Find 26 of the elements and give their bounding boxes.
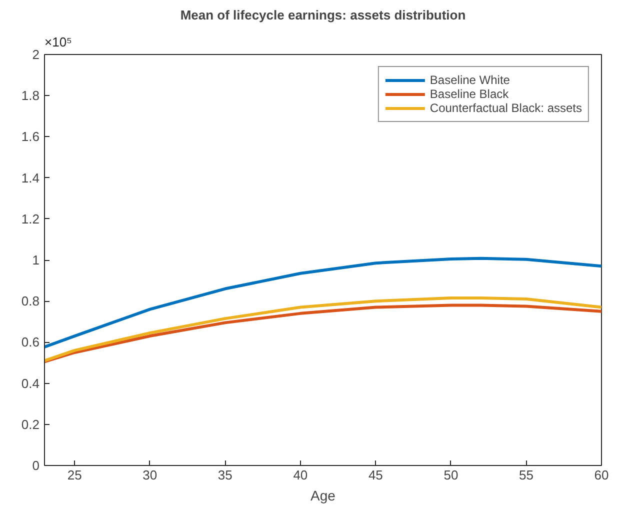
- legend-label: Baseline Black: [430, 87, 509, 101]
- line-series: [44, 256, 602, 348]
- x-tick-label: 55: [519, 468, 534, 482]
- y-tick-label: 1.2: [21, 211, 40, 226]
- x-tick-label: 40: [293, 468, 308, 482]
- y-tick-label: 0.6: [21, 334, 40, 350]
- y-tick-label: 2: [32, 47, 40, 62]
- x-tick-label: 30: [142, 468, 158, 482]
- x-tick-label: 60: [594, 468, 609, 482]
- y-tick-label: 0.4: [21, 376, 40, 391]
- y-tick-label: 1: [32, 252, 40, 268]
- x-tick-label: 25: [67, 468, 82, 482]
- y-tick-label: 0: [32, 458, 40, 473]
- legend-label: Baseline White: [430, 73, 510, 87]
- legend-label: Counterfactual Black: assets: [430, 101, 582, 115]
- x-tick-label: 35: [218, 468, 232, 482]
- y-tick-label: 1.8: [21, 88, 40, 104]
- x-tick-label: 45: [368, 468, 383, 482]
- text: ×10⁵: [44, 34, 72, 50]
- y-tick-label: 1.4: [21, 170, 40, 186]
- chart-title: Mean of lifecycle earnings: assets distribution: [180, 8, 466, 22]
- y-tick-label: 0.8: [21, 294, 40, 309]
- y-tick-label: 1.6: [21, 129, 40, 144]
- x-tick-label: 50: [444, 468, 458, 482]
- y-tick-label: 0.2: [21, 416, 40, 432]
- x-axis-title: Age: [310, 488, 336, 504]
